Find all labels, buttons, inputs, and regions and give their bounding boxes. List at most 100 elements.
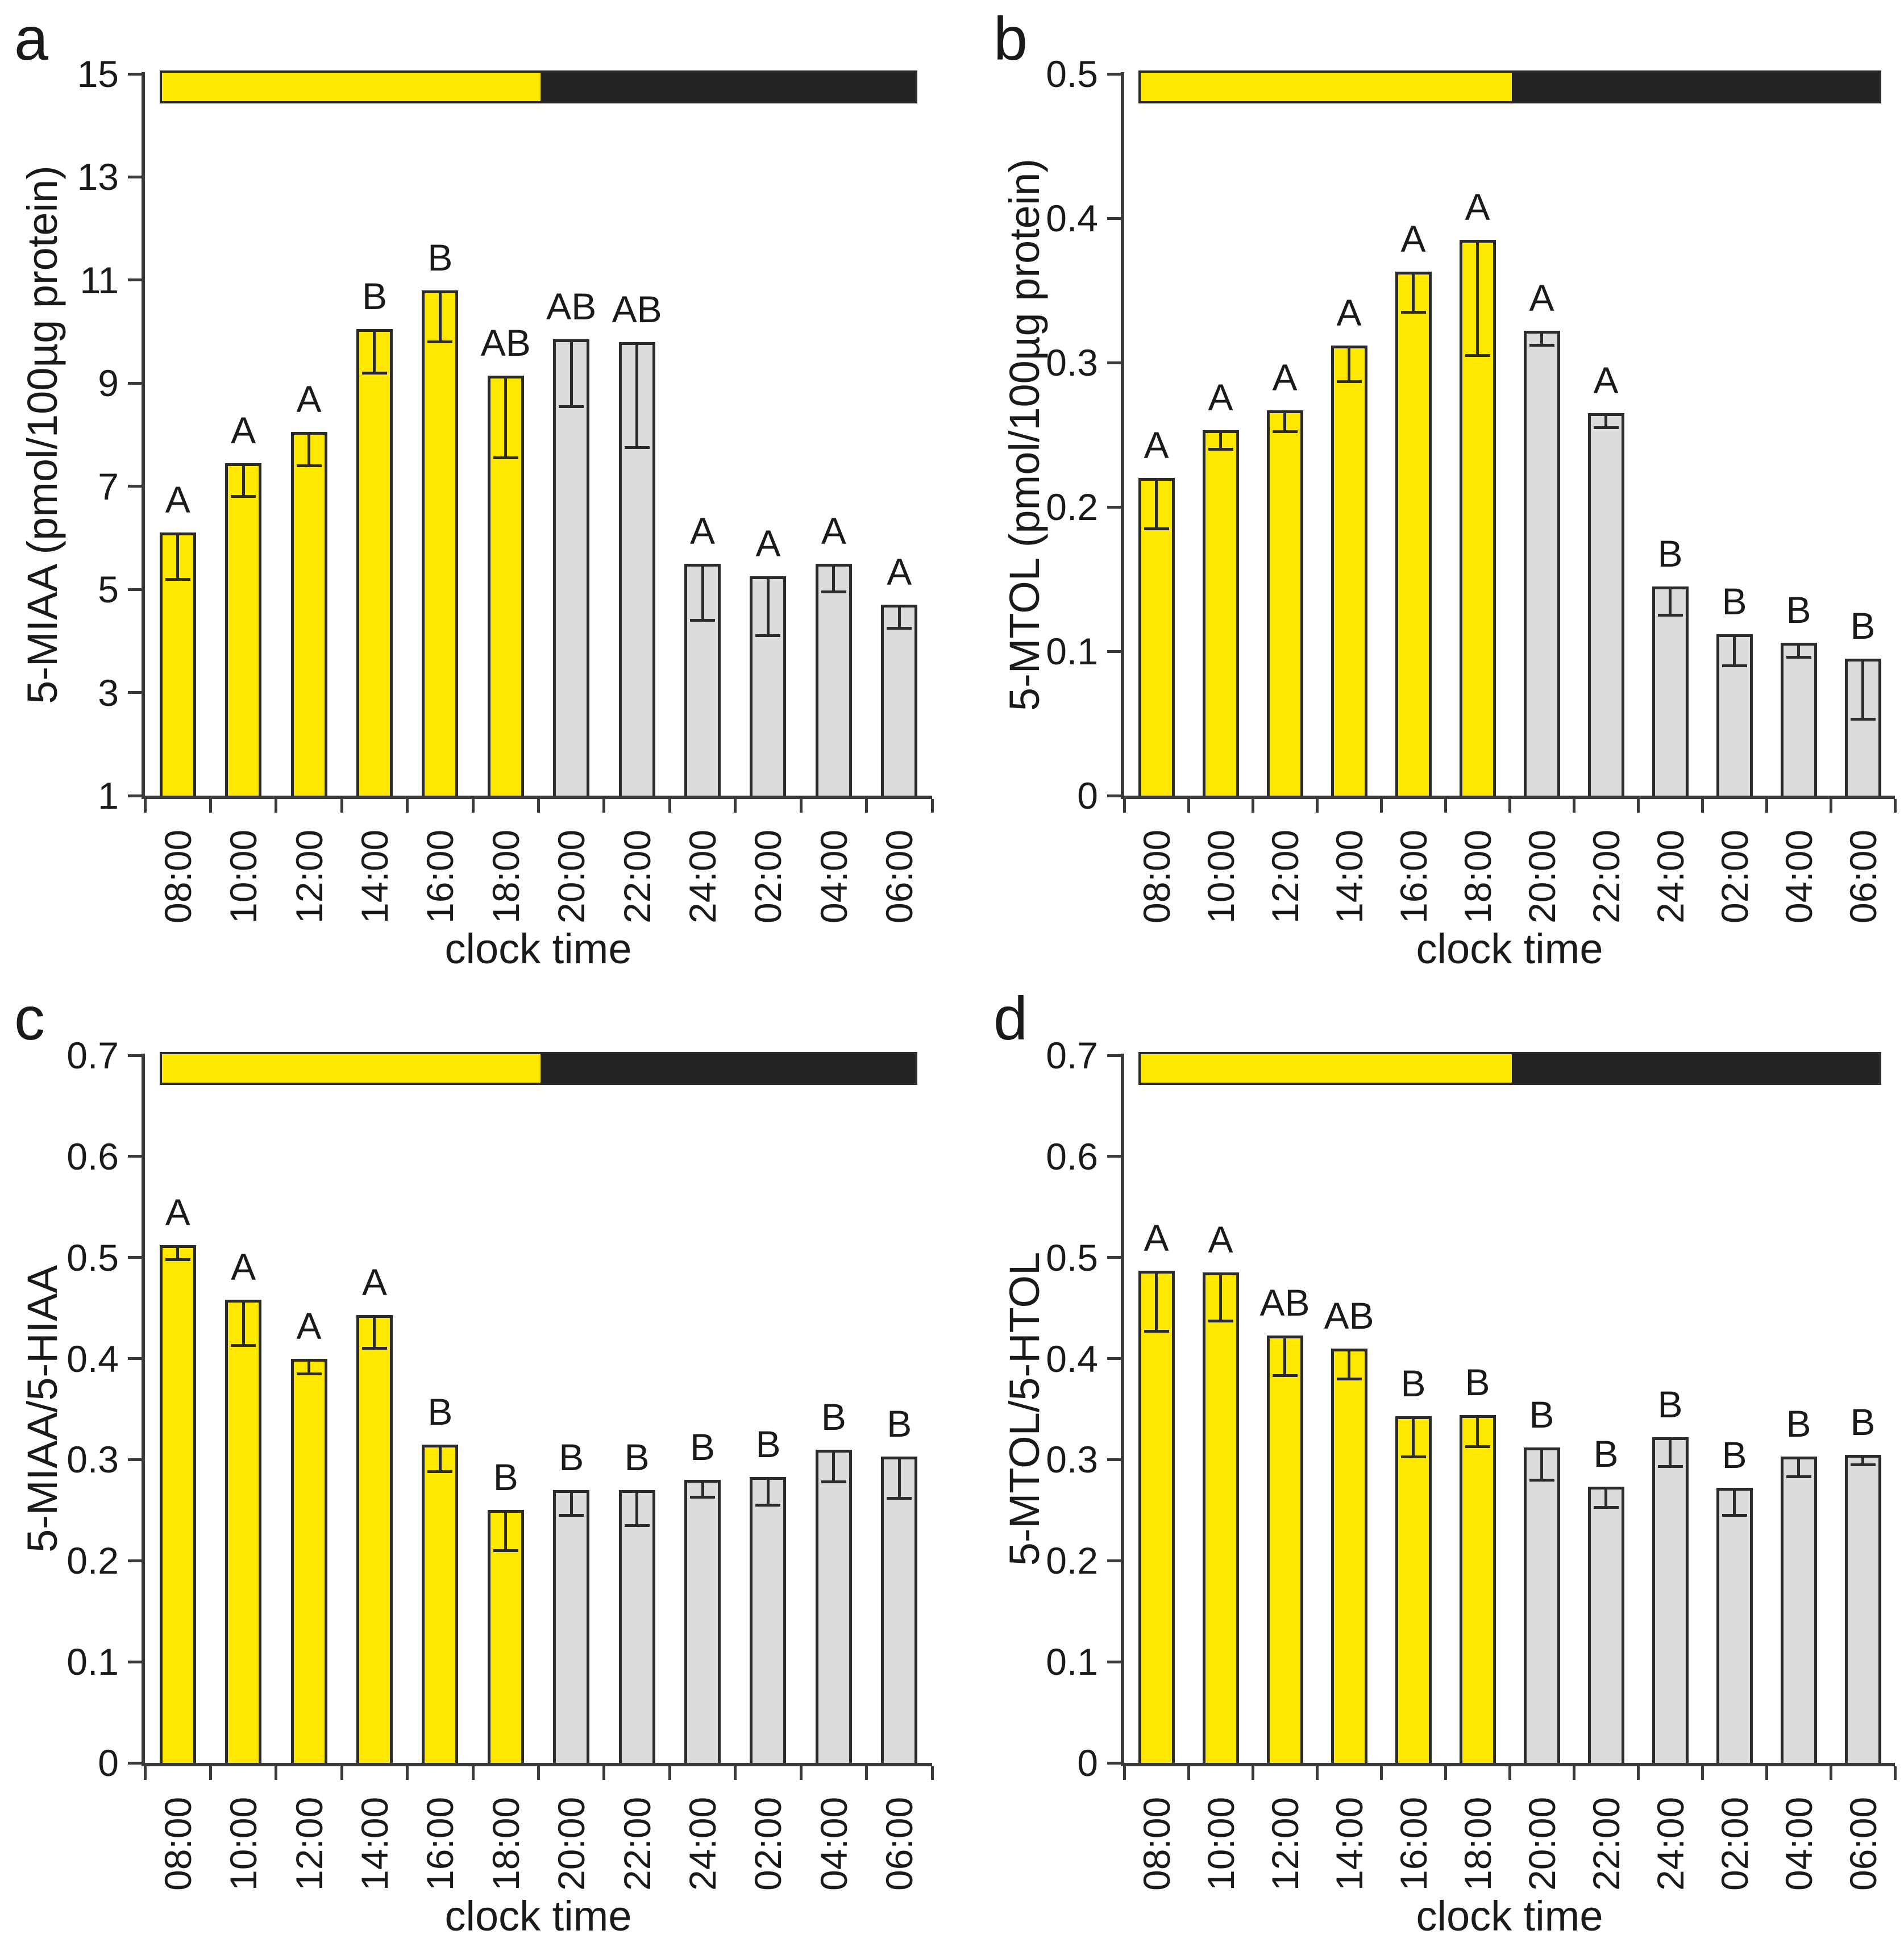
- bar-d-08:00: [1138, 1270, 1175, 1763]
- error-whisker-c-04:00: [832, 1450, 835, 1483]
- x-tick-d: [1444, 1766, 1447, 1780]
- error-cap-b-10:00: [1208, 447, 1233, 451]
- error-whisker-a-10:00: [242, 464, 245, 498]
- sig-letter-d-04:00: B: [1786, 1403, 1811, 1445]
- sig-letter-a-14:00: B: [361, 275, 387, 318]
- x-tick-b: [1187, 799, 1190, 813]
- error-cap-b-14:00: [1336, 380, 1362, 383]
- sig-letter-b-18:00: A: [1465, 186, 1490, 228]
- light-dark-cycle-bar-a: [159, 70, 918, 103]
- sig-letter-c-16:00: B: [427, 1390, 453, 1433]
- sig-letter-b-20:00: A: [1529, 277, 1554, 319]
- bar-d-18:00: [1459, 1415, 1496, 1763]
- x-tick-d: [1829, 1766, 1832, 1780]
- y-tick-a: [128, 175, 142, 178]
- error-whisker-a-06:00: [897, 606, 901, 630]
- x-tick-label-d-22:00: 22:00: [1585, 1796, 1627, 1891]
- error-whisker-b-20:00: [1540, 332, 1543, 347]
- sig-letter-d-14:00: AB: [1324, 1294, 1374, 1337]
- error-cap-b-12:00: [1272, 430, 1298, 434]
- error-cap-b-18:00: [1465, 353, 1490, 357]
- x-tick-label-b-24:00: 24:00: [1649, 829, 1691, 923]
- x-tick-d: [1572, 1766, 1575, 1780]
- error-whisker-d-04:00: [1797, 1458, 1800, 1478]
- bar-c-16:00: [422, 1444, 459, 1763]
- light-phase-segment: [161, 73, 541, 101]
- x-tick-a: [209, 799, 212, 813]
- error-cap-a-16:00: [427, 340, 453, 344]
- error-whisker-b-16:00: [1412, 272, 1415, 314]
- bar-b-14:00: [1331, 345, 1367, 796]
- sig-letter-d-24:00: B: [1657, 1383, 1683, 1426]
- error-cap-c-02:00: [755, 1503, 781, 1507]
- sig-letter-c-18:00: B: [493, 1456, 518, 1499]
- bar-b-24:00: [1652, 586, 1689, 796]
- x-axis-title-b: clock time: [1416, 925, 1603, 972]
- y-tick-label-b: 0.3: [1046, 342, 1098, 384]
- x-axis-a: [142, 796, 932, 799]
- bar-c-14:00: [356, 1315, 393, 1763]
- sig-letter-a-06:00: A: [887, 551, 912, 593]
- sig-letter-c-24:00: B: [690, 1426, 716, 1468]
- y-tick-label-a: 9: [98, 362, 119, 405]
- error-whisker-a-22:00: [635, 343, 639, 449]
- bar-b-10:00: [1202, 430, 1239, 796]
- sig-letter-c-02:00: B: [755, 1422, 781, 1465]
- x-tick-d: [1508, 1766, 1511, 1780]
- x-tick-label-c-10:00: 10:00: [222, 1796, 265, 1891]
- x-tick-c: [340, 1766, 343, 1780]
- x-tick-b: [1251, 799, 1254, 813]
- x-tick-c: [668, 1766, 671, 1780]
- error-cap-c-18:00: [493, 1549, 518, 1552]
- x-tick-b: [1508, 799, 1511, 813]
- x-axis-c: [142, 1763, 932, 1766]
- y-tick-label-c: 0.6: [66, 1135, 119, 1178]
- x-tick-label-c-08:00: 08:00: [156, 1796, 199, 1891]
- y-tick-label-a: 3: [98, 671, 119, 714]
- x-tick-c: [799, 1766, 803, 1780]
- sig-letter-c-22:00: B: [624, 1436, 650, 1478]
- x-tick-label-b-20:00: 20:00: [1520, 829, 1563, 923]
- light-phase-segment: [1140, 1054, 1512, 1083]
- bar-a-06:00: [881, 605, 918, 796]
- x-tick-d: [1251, 1766, 1254, 1780]
- error-whisker-c-18:00: [504, 1511, 508, 1552]
- y-tick-d: [1107, 1761, 1121, 1765]
- y-tick-d: [1107, 1155, 1121, 1158]
- y-tick-label-c: 0.3: [66, 1438, 119, 1481]
- y-axis-title-b: 5-MTOL (pmol/100µg protein): [1001, 158, 1048, 712]
- error-whisker-d-24:00: [1669, 1438, 1672, 1468]
- sig-letter-b-04:00: B: [1786, 588, 1811, 631]
- x-tick-label-d-08:00: 08:00: [1135, 1796, 1178, 1891]
- error-whisker-b-08:00: [1155, 479, 1158, 530]
- bar-c-20:00: [553, 1490, 590, 1763]
- y-tick-c: [128, 1761, 142, 1765]
- bar-b-04:00: [1780, 642, 1817, 796]
- x-tick-label-c-12:00: 12:00: [288, 1796, 330, 1891]
- x-tick-a: [668, 799, 671, 813]
- x-tick-d: [1315, 1766, 1319, 1780]
- bar-b-08:00: [1138, 478, 1175, 796]
- error-whisker-a-08:00: [176, 534, 180, 580]
- error-whisker-d-08:00: [1155, 1271, 1158, 1333]
- error-cap-b-24:00: [1657, 614, 1683, 617]
- error-cap-a-22:00: [624, 446, 650, 450]
- y-tick-label-b: 0.4: [1046, 197, 1098, 239]
- sig-letter-a-12:00: A: [296, 378, 322, 421]
- y-tick-a: [128, 691, 142, 694]
- y-tick-c: [128, 1660, 142, 1663]
- error-cap-d-24:00: [1657, 1465, 1683, 1468]
- error-cap-b-16:00: [1400, 310, 1426, 314]
- error-cap-d-10:00: [1208, 1320, 1233, 1323]
- sig-letter-a-20:00: AB: [546, 285, 597, 328]
- sig-letter-b-16:00: A: [1400, 217, 1426, 260]
- error-whisker-a-20:00: [569, 340, 573, 408]
- x-tick-label-c-18:00: 18:00: [484, 1796, 527, 1891]
- error-cap-a-12:00: [296, 464, 322, 467]
- error-cap-a-02:00: [755, 634, 781, 638]
- x-tick-a: [537, 799, 540, 813]
- x-axis-d: [1121, 1763, 1895, 1766]
- error-cap-d-08:00: [1144, 1330, 1169, 1333]
- error-cap-d-02:00: [1722, 1513, 1747, 1517]
- x-tick-a: [602, 799, 606, 813]
